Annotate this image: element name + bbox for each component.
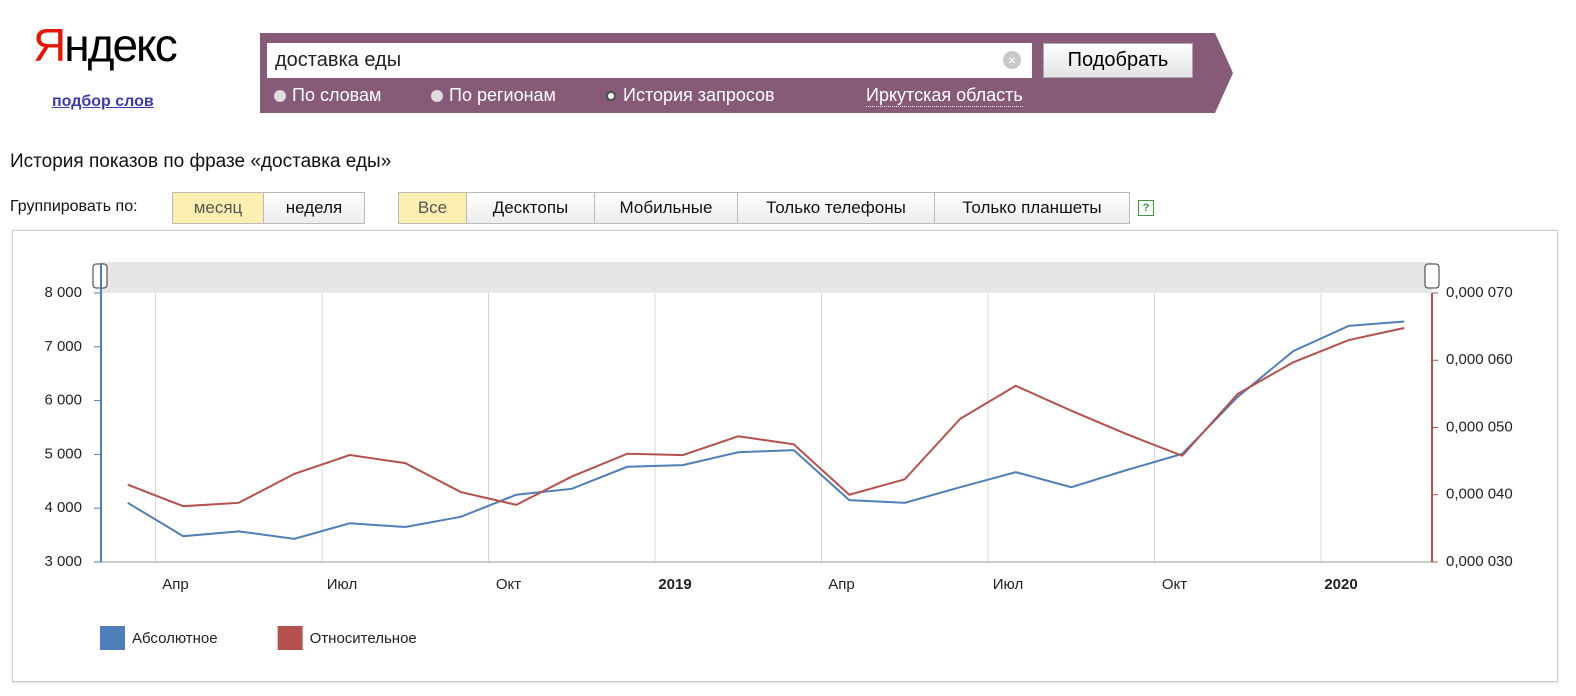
search-button[interactable]: Подобрать [1043, 43, 1193, 78]
legend-swatch [100, 626, 125, 650]
chart-frame [12, 230, 1558, 682]
x-tick-label: Апр [828, 576, 854, 593]
series-line [127, 326, 1405, 508]
mode-radio[interactable]: История запросов [605, 85, 775, 106]
y-tick-label: 3 000 [44, 553, 82, 570]
x-tick-label: Апр [162, 576, 188, 593]
clear-icon[interactable]: × [1003, 51, 1021, 69]
y2-tick-label: 0,000 040 [1446, 486, 1513, 503]
legend-label: Абсолютное [132, 630, 218, 647]
legend-swatch [277, 626, 303, 650]
device-option[interactable]: Только планшеты [934, 192, 1130, 224]
page-title: История показов по фразе «доставка еды» [10, 151, 392, 172]
x-tick-label: 2019 [658, 576, 691, 593]
logo[interactable]: Яндекс [33, 19, 178, 71]
y2-tick-label: 0,000 060 [1446, 351, 1513, 368]
mode-label: По словам [292, 85, 382, 105]
legend-label: Относительное [310, 630, 417, 647]
y-tick-label: 5 000 [44, 445, 82, 462]
group-option[interactable]: неделя [263, 192, 365, 224]
x-tick-label: Окт [1162, 576, 1187, 593]
x-tick-label: Июл [993, 576, 1023, 593]
region-link[interactable]: Иркутская область [866, 85, 1023, 107]
search-query: доставка еды [275, 49, 402, 71]
mode-label: История запросов [623, 85, 775, 105]
x-tick-label: 2020 [1324, 576, 1357, 593]
navigator-handle[interactable] [1424, 263, 1440, 289]
group-label: Группировать по: [10, 198, 138, 215]
y2-tick-label: 0,000 030 [1446, 553, 1513, 570]
help-icon[interactable]: ? [1138, 200, 1154, 216]
search-band-arrow [1215, 33, 1233, 113]
x-tick-label: Июл [327, 576, 357, 593]
y-tick-label: 8 000 [44, 284, 82, 301]
mode-radio[interactable]: По словам [274, 85, 381, 106]
navigator [100, 262, 1432, 293]
y-tick-label: 4 000 [44, 499, 82, 516]
device-option[interactable]: Десктопы [466, 192, 595, 224]
series-line [127, 320, 1405, 540]
y2-tick-label: 0,000 070 [1446, 284, 1513, 301]
mode-label: По регионам [449, 85, 556, 105]
x-tick-label: Окт [496, 576, 521, 593]
device-option[interactable]: Мобильные [594, 192, 738, 224]
mode-radio[interactable]: По регионам [431, 85, 556, 106]
y2-tick-label: 0,000 050 [1446, 418, 1513, 435]
group-option[interactable]: месяц [172, 192, 264, 224]
device-option[interactable]: Только телефоны [737, 192, 935, 224]
y-tick-label: 7 000 [44, 338, 82, 355]
device-option[interactable]: Все [398, 192, 467, 224]
y-tick-label: 6 000 [44, 392, 82, 409]
logo-subtitle-link[interactable]: подбор слов [52, 93, 154, 110]
search-input[interactable]: доставка еды [267, 43, 1032, 78]
